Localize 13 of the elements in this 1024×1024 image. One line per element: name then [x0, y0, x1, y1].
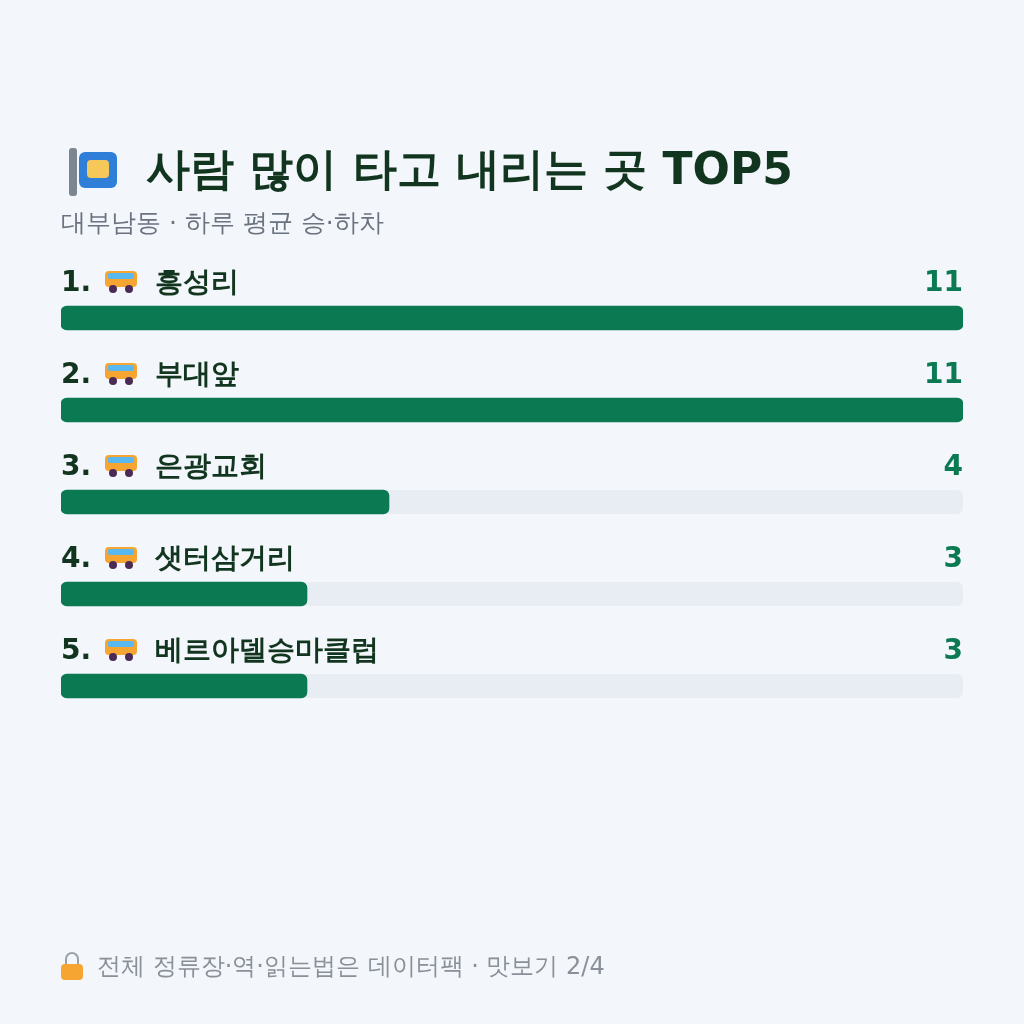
category-label: 1. 흥성리 — [61, 265, 240, 298]
chart-title: 사람 많이 타고 내리는 곳 TOP5 — [146, 142, 793, 196]
category-label: 2. 부대앞 — [61, 357, 240, 390]
category-label: 4. 샛터삼거리 — [61, 541, 296, 574]
chart-subtitle: 대부남동 · 하루 평균 승·하차 — [61, 207, 384, 239]
text: 전체 정류장·역·읽는법은 데이터팩 · 맛보기 2/4 — [97, 951, 605, 982]
category-label: 5. 베르아델승마클럽 — [61, 633, 380, 666]
data-label: 3 — [943, 633, 963, 666]
category-label: 3. 은광교회 — [61, 449, 268, 482]
data-label: 4 — [943, 449, 963, 482]
data-label: 3 — [943, 541, 963, 574]
data-label: 11 — [924, 265, 963, 298]
data-label: 11 — [924, 357, 963, 390]
